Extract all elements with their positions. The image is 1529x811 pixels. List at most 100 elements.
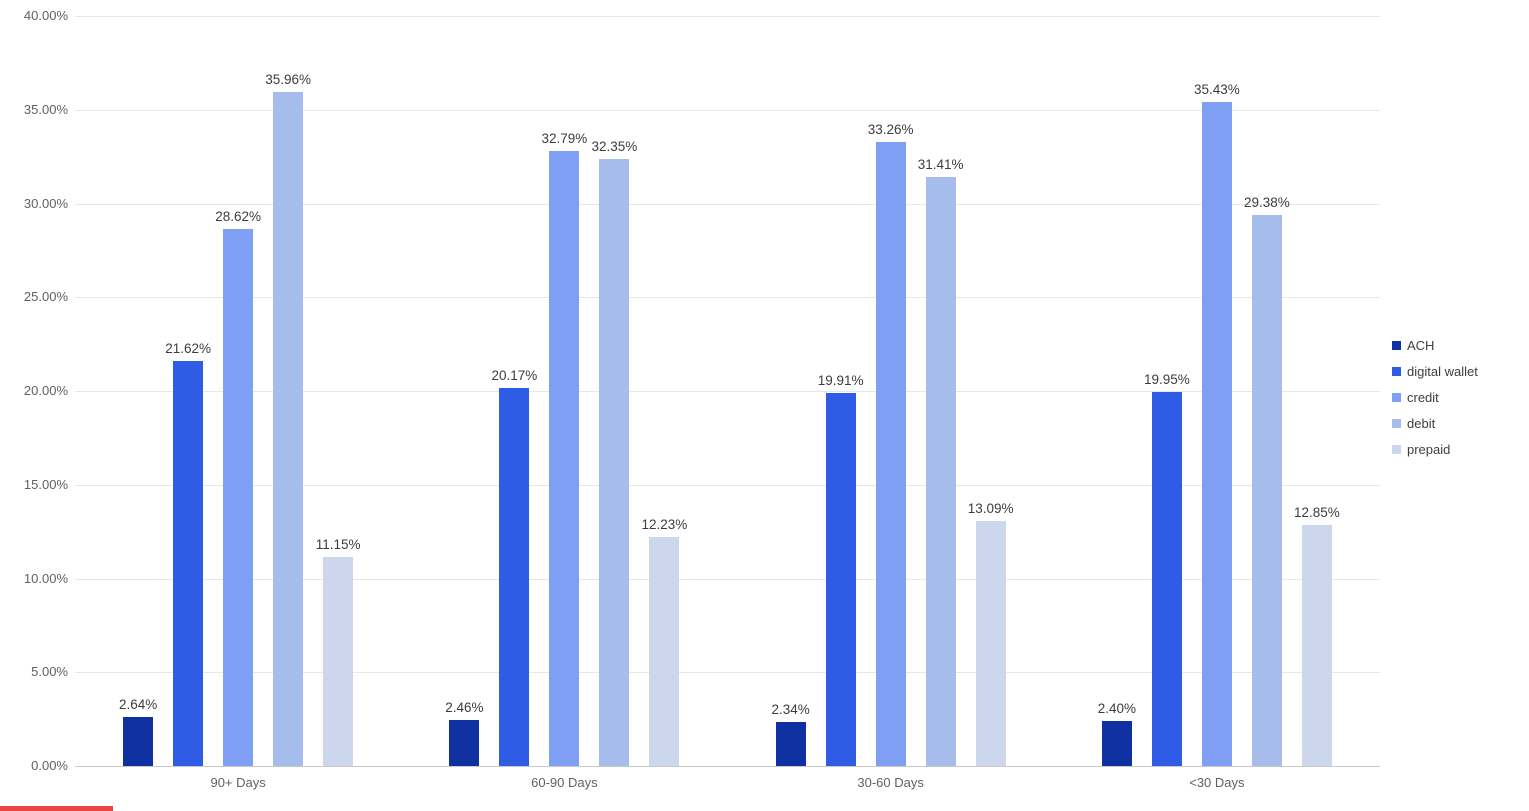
- bar-group: 2.34% 19.91% 33.26% 31.41% 13.09%: [771, 122, 1014, 766]
- x-axis-baseline: [75, 766, 1380, 767]
- bar-slot: 12.23%: [641, 517, 687, 766]
- legend-item-prepaid[interactable]: prepaid: [1392, 442, 1478, 457]
- bar-value-label: 33.26%: [867, 122, 914, 138]
- bar-slot: 2.40%: [1098, 701, 1136, 766]
- bar-digital-wallet[interactable]: [173, 360, 204, 766]
- bar-prepaid[interactable]: [323, 556, 354, 766]
- bar-prepaid[interactable]: [1301, 525, 1332, 766]
- bar-group: 2.40% 19.95% 35.43% 29.38% 12.85%: [1098, 82, 1340, 766]
- bar-slot: 2.64%: [119, 697, 157, 766]
- bottom-edge-red-strip: [0, 806, 113, 811]
- bar-debit[interactable]: [925, 177, 956, 766]
- x-axis-category-label: 90+ Days: [210, 775, 266, 790]
- bar-debit[interactable]: [1251, 215, 1282, 766]
- bar-ach[interactable]: [449, 719, 480, 766]
- bar-value-label: 13.09%: [967, 500, 1014, 516]
- bar-digital-wallet[interactable]: [825, 392, 856, 766]
- legend-item-digital-wallet[interactable]: digital wallet: [1392, 364, 1478, 379]
- legend-swatch-icon: [1392, 419, 1401, 428]
- bar-credit[interactable]: [223, 229, 254, 766]
- y-axis-label: 30.00%: [23, 195, 68, 211]
- y-axis-label: 5.00%: [31, 664, 68, 680]
- legend-item-label: digital wallet: [1407, 364, 1478, 379]
- gridline: [75, 297, 1380, 299]
- bar-debit[interactable]: [273, 91, 304, 766]
- bar-value-label: 32.35%: [591, 139, 638, 155]
- bar-slot: 19.95%: [1144, 372, 1190, 766]
- legend-swatch-icon: [1392, 367, 1401, 376]
- bar-ach[interactable]: [1101, 721, 1132, 766]
- legend-swatch-icon: [1392, 393, 1401, 402]
- bar-value-label: 31.41%: [917, 157, 964, 173]
- bar-credit[interactable]: [875, 142, 906, 766]
- legend: ACH digital wallet credit debit prepaid: [1392, 338, 1478, 457]
- y-axis-label: 25.00%: [23, 289, 68, 305]
- y-axis-label: 15.00%: [23, 476, 68, 492]
- gridline: [75, 484, 1380, 486]
- bar-credit[interactable]: [549, 151, 580, 766]
- bar-value-label: 2.64%: [118, 696, 158, 712]
- legend-item-label: prepaid: [1407, 442, 1451, 457]
- y-axis-label: 0.00%: [31, 758, 68, 773]
- bar-ach[interactable]: [123, 716, 154, 766]
- y-axis: 0.00% 5.00% 10.00% 15.00% 20.00% 25.00% 30.00%…: [0, 0, 72, 811]
- bar-value-label: 20.17%: [491, 367, 538, 383]
- bar-prepaid[interactable]: [975, 520, 1006, 766]
- bar-slot: 32.79%: [541, 131, 587, 766]
- bar-slot: 2.34%: [771, 702, 810, 766]
- x-axis-category-label: 60-90 Days: [531, 775, 598, 790]
- y-axis-label: 10.00%: [23, 570, 68, 586]
- legend-item-label: credit: [1407, 390, 1439, 405]
- bar-digital-wallet[interactable]: [499, 387, 530, 766]
- gridline: [75, 578, 1380, 580]
- bar-slot: 28.62%: [215, 209, 261, 766]
- legend-item-debit[interactable]: debit: [1392, 416, 1478, 431]
- bar-prepaid[interactable]: [649, 536, 680, 766]
- bar-value-label: 19.95%: [1143, 371, 1190, 387]
- bar-group: 2.64% 21.62% 28.62% 35.96% 11.15%: [119, 72, 361, 766]
- bar-slot: 2.46%: [445, 700, 484, 766]
- bar-slot: 29.38%: [1244, 195, 1290, 766]
- bar-value-label: 12.85%: [1293, 505, 1340, 521]
- bar-slot: 20.17%: [491, 368, 537, 766]
- legend-swatch-icon: [1392, 341, 1401, 350]
- bar-slot: 13.09%: [968, 501, 1014, 766]
- bar-value-label: 2.34%: [771, 702, 810, 718]
- bar-value-label: 12.23%: [641, 516, 688, 532]
- y-axis-label: 20.00%: [23, 383, 68, 398]
- bar-debit[interactable]: [599, 159, 630, 766]
- bar-value-label: 28.62%: [215, 209, 262, 225]
- gridline: [75, 109, 1380, 111]
- bar-value-label: 32.79%: [541, 131, 588, 147]
- x-axis-category-label: 30-60 Days: [857, 775, 924, 790]
- plot-area: 2.64% 21.62% 28.62% 35.96% 11.15% 2.46% 20.17%…: [75, 16, 1380, 767]
- legend-item-ach[interactable]: ACH: [1392, 338, 1478, 353]
- bar-slot: 33.26%: [868, 122, 914, 766]
- bar-slot: 32.35%: [591, 139, 637, 766]
- bar-value-label: 21.62%: [165, 340, 212, 356]
- y-axis-label: 35.00%: [23, 101, 68, 117]
- bar-value-label: 35.96%: [265, 71, 312, 87]
- bar-value-label: 35.43%: [1193, 81, 1240, 97]
- bar-slot: 19.91%: [818, 373, 864, 766]
- bar-slot: 35.43%: [1194, 82, 1240, 766]
- bar-ach[interactable]: [775, 722, 806, 766]
- bar-group: 2.46% 20.17% 32.79% 32.35% 12.23%: [445, 131, 687, 766]
- legend-item-label: ACH: [1407, 338, 1435, 353]
- bar-slot: 21.62%: [165, 341, 211, 766]
- gridline: [75, 391, 1380, 392]
- bar-slot: 11.15%: [316, 537, 361, 766]
- bar-value-label: 19.91%: [817, 372, 864, 388]
- bar-credit[interactable]: [1201, 101, 1232, 766]
- gridline: [75, 672, 1380, 674]
- legend-swatch-icon: [1392, 445, 1401, 454]
- bar-value-label: 2.46%: [445, 699, 484, 715]
- bar-slot: 35.96%: [265, 72, 311, 766]
- legend-item-credit[interactable]: credit: [1392, 390, 1478, 405]
- legend-item-label: debit: [1407, 416, 1436, 431]
- bar-value-label: 2.40%: [1097, 701, 1137, 716]
- bar-digital-wallet[interactable]: [1151, 391, 1182, 766]
- gridline: [75, 203, 1380, 205]
- bar-value-label: 11.15%: [315, 536, 361, 552]
